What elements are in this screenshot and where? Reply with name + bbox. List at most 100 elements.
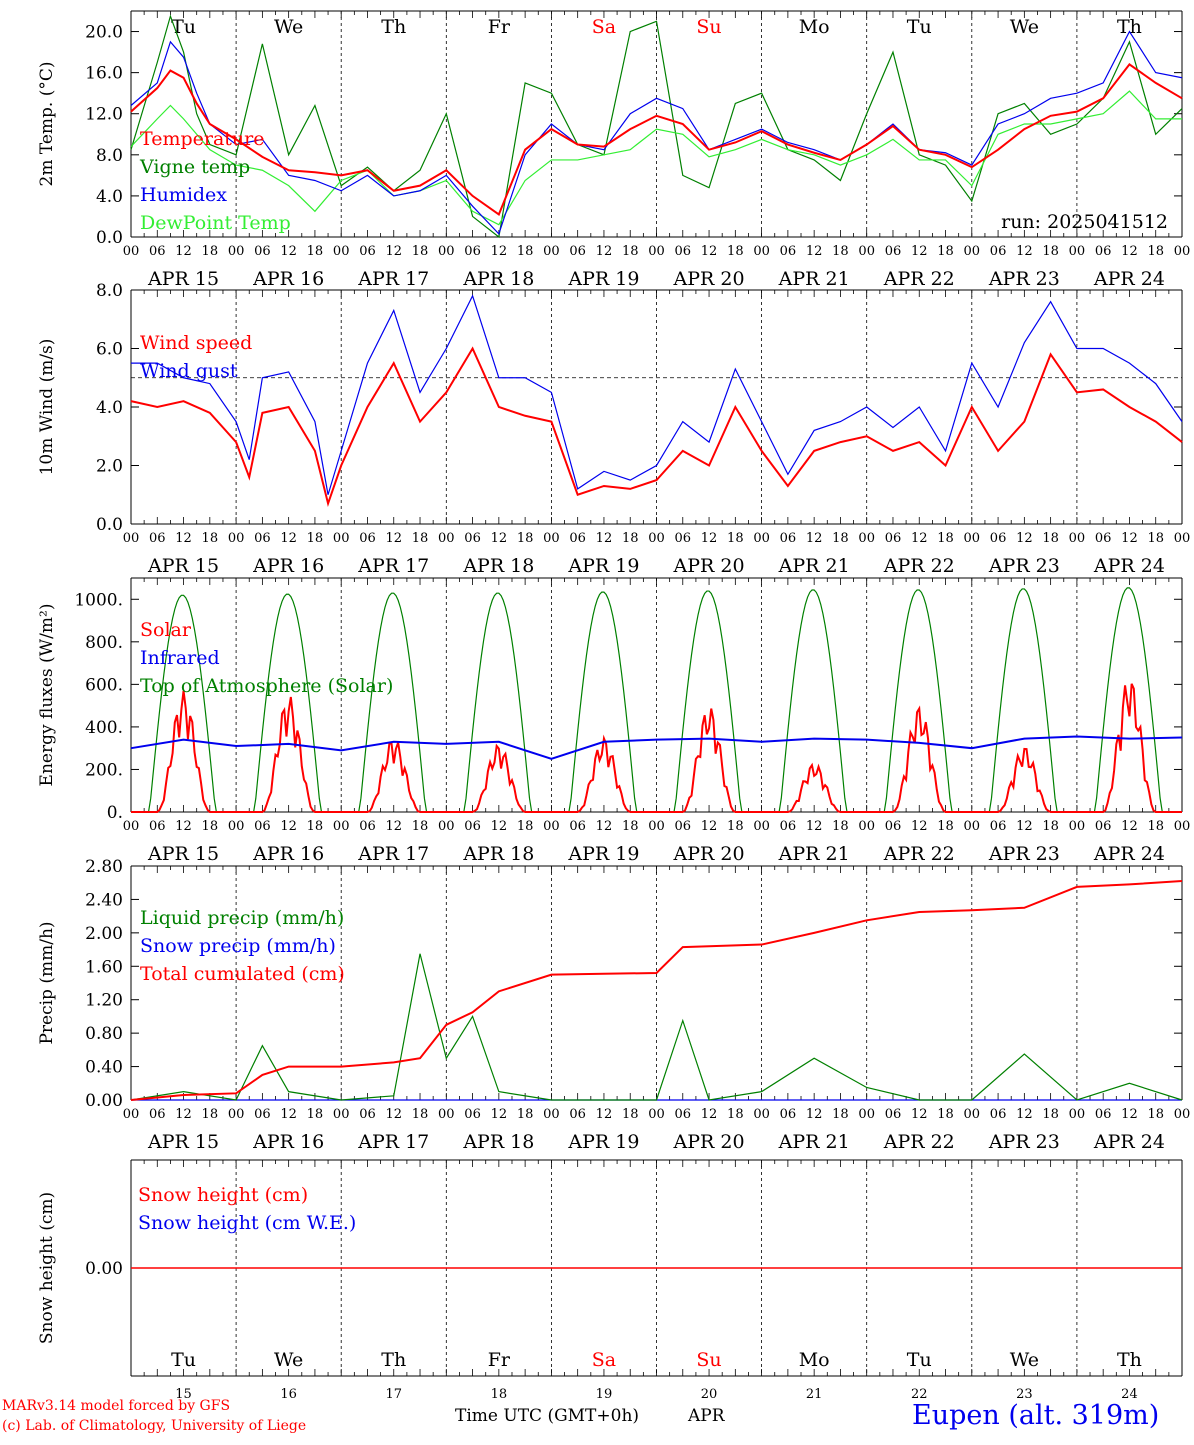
legend-entry: Infrared [140, 647, 220, 669]
y-tick-label: 400. [85, 718, 123, 738]
x-tick-label: 18 [1042, 244, 1059, 259]
y-tick-label: 200. [85, 760, 123, 780]
y-axis-label: 10m Wind (m/s) [37, 339, 57, 476]
weekday-label: Su [696, 1349, 721, 1371]
panel-1: 0.0 4.0 8.0 12.0 16.0 20.0 2m Temp. (°C) 00 06 12… [37, 10, 1190, 290]
weekday-label: Fr [488, 1349, 511, 1371]
x-tick-label: 00 [228, 531, 245, 546]
day-number-label: 16 [280, 1387, 297, 1402]
day-number-label: 21 [806, 1387, 823, 1402]
x-tick-label: 18 [622, 1107, 639, 1122]
date-label: APR 18 [462, 268, 534, 290]
x-tick-label: 06 [464, 244, 481, 259]
date-label: APR 23 [988, 1131, 1060, 1153]
station-name: Eupen (alt. 319m) [912, 1400, 1160, 1431]
weekday-label: Sa [592, 1349, 616, 1371]
x-tick-label: 12 [596, 531, 613, 546]
x-tick-label: 18 [307, 244, 324, 259]
x-tick-label: 18 [517, 531, 534, 546]
date-label: APR 24 [1093, 268, 1165, 290]
x-tick-label: 18 [307, 819, 324, 834]
date-label: APR 15 [147, 843, 219, 865]
x-tick-label: 18 [832, 819, 849, 834]
x-tick-label: 06 [359, 819, 376, 834]
x-tick-label: 12 [175, 1107, 192, 1122]
y-tick-label: 0.0 [96, 228, 123, 248]
y-tick-label: 2.0 [96, 457, 123, 477]
x-tick-label: 12 [1121, 531, 1138, 546]
y-axis-label: Snow height (cm) [37, 1192, 57, 1344]
x-tick-label: 00 [123, 819, 140, 834]
x-tick-label: 12 [1016, 1107, 1033, 1122]
x-tick-label: 06 [149, 1107, 166, 1122]
x-tick-label: 00 [543, 244, 560, 259]
x-tick-label: 00 [1174, 531, 1191, 546]
y-tick-label: 16.0 [85, 64, 123, 84]
y-tick-label: 4.0 [96, 187, 123, 207]
date-label: APR 20 [673, 843, 745, 865]
date-label: APR 20 [673, 555, 745, 577]
weekday-label: Tu [907, 16, 932, 38]
date-label: APR 19 [567, 1131, 639, 1153]
panel-2: 0.0 2.0 4.0 6.0 8.0 10m Wind (m/s) 00 06 12 18 APR… [37, 281, 1190, 577]
x-tick-label: 00 [333, 531, 350, 546]
weekday-label: Th [381, 1349, 406, 1371]
weekday-label: Su [696, 16, 721, 38]
x-tick-label: 00 [648, 244, 665, 259]
x-tick-label: 18 [1147, 1107, 1164, 1122]
x-tick-label: 12 [385, 1107, 402, 1122]
y-axis-label: 2m Temp. (°C) [37, 61, 57, 186]
x-tick-label: 18 [202, 1107, 219, 1122]
day-number-label: 19 [596, 1387, 613, 1402]
x-tick-label: 12 [806, 531, 823, 546]
date-label: APR 19 [567, 555, 639, 577]
y-tick-label: 0.00 [85, 1091, 123, 1111]
x-tick-label: 18 [412, 531, 429, 546]
date-label: APR 19 [567, 843, 639, 865]
day-number-label: 22 [911, 1387, 928, 1402]
x-tick-label: 18 [937, 531, 954, 546]
x-tick-label: 06 [149, 244, 166, 259]
legend-entry: Temperature [140, 128, 264, 150]
x-tick-label: 00 [438, 531, 455, 546]
x-tick-label: 18 [832, 531, 849, 546]
x-tick-label: 18 [832, 1107, 849, 1122]
x-tick-label: 12 [491, 531, 508, 546]
series-line-wind-gust [131, 294, 1183, 495]
x-tick-label: 18 [727, 531, 744, 546]
x-tick-label: 00 [648, 531, 665, 546]
date-label: APR 23 [988, 843, 1060, 865]
x-tick-label: 00 [333, 819, 350, 834]
x-tick-label: 00 [964, 1107, 981, 1122]
y-tick-label: 8.0 [96, 281, 123, 301]
x-tick-label: 12 [175, 531, 192, 546]
x-tick-label: 12 [701, 819, 718, 834]
x-tick-label: 06 [675, 819, 692, 834]
x-tick-label: 00 [964, 819, 981, 834]
x-tick-label: 00 [858, 244, 875, 259]
legend-entry: Wind gust [140, 360, 238, 382]
day-number-label: 17 [385, 1387, 402, 1402]
date-label: APR 18 [462, 555, 534, 577]
x-tick-label: 00 [648, 819, 665, 834]
date-label: APR 17 [357, 268, 429, 290]
x-tick-label: 12 [1016, 244, 1033, 259]
x-tick-label: 00 [1069, 244, 1086, 259]
legend-entry: Solar [140, 619, 192, 641]
weekday-label: Sa [592, 16, 616, 38]
y-axis-label: Energy fluxes (W/m²) [37, 604, 57, 787]
date-label: APR 16 [252, 555, 324, 577]
x-tick-label: 18 [622, 819, 639, 834]
date-label: APR 21 [778, 843, 850, 865]
x-tick-label: 12 [911, 531, 928, 546]
date-label: APR 19 [567, 268, 639, 290]
x-tick-label: 00 [1069, 1107, 1086, 1122]
date-label: APR 17 [357, 843, 429, 865]
x-tick-label: 12 [280, 244, 297, 259]
weekday-label: Mo [799, 1349, 830, 1371]
y-tick-label: 0.40 [85, 1058, 123, 1078]
date-label: APR 21 [778, 268, 850, 290]
legend-entry: Top of Atmosphere (Solar) [140, 675, 393, 697]
x-tick-label: 12 [1016, 819, 1033, 834]
x-tick-label: 06 [780, 244, 797, 259]
